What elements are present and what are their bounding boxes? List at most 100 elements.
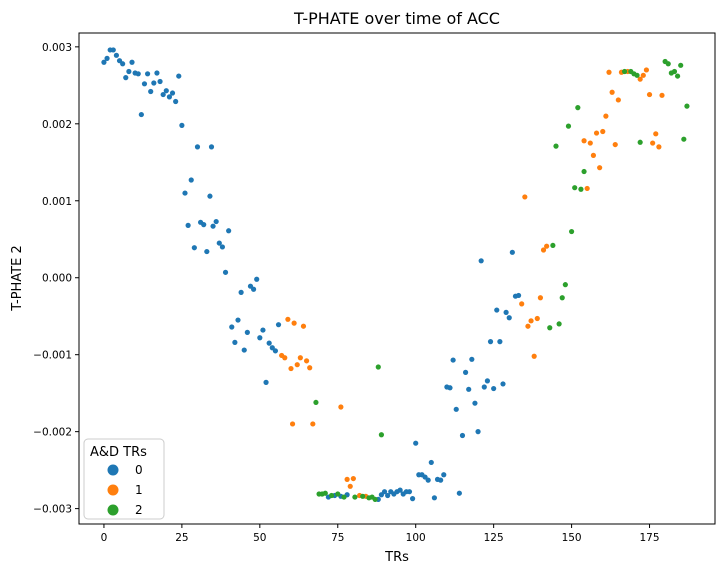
data-point-series-1: [347, 483, 353, 489]
data-point-series-0: [438, 477, 444, 483]
data-point-series-1: [297, 355, 303, 361]
data-point-series-0: [226, 228, 232, 234]
data-point-series-2: [378, 432, 385, 438]
data-point-series-2: [665, 61, 671, 67]
data-point-series-0: [201, 222, 207, 228]
x-tick-label: 125: [484, 532, 504, 544]
data-point-series-1: [656, 144, 662, 150]
data-point-series-0: [484, 378, 491, 384]
data-point-series-0: [104, 55, 110, 61]
data-point-series-2: [553, 143, 559, 149]
data-point-series-2: [581, 168, 587, 175]
data-point-series-0: [135, 71, 141, 77]
data-point-series-1: [606, 69, 612, 75]
data-point-series-2: [621, 68, 628, 75]
y-tick-label: 0.000: [42, 273, 72, 285]
data-point-series-1: [310, 421, 316, 427]
data-point-series-0: [447, 385, 453, 391]
data-point-series-0: [179, 122, 185, 128]
data-point-series-0: [110, 47, 116, 53]
data-point-series-1: [528, 318, 534, 324]
data-point-series-0: [191, 245, 197, 251]
data-point-series-2: [681, 136, 687, 142]
data-point-series-0: [176, 73, 182, 79]
data-point-series-0: [466, 386, 472, 392]
data-point-series-2: [335, 491, 341, 497]
data-point-series-0: [138, 111, 144, 118]
data-point-series-1: [294, 362, 300, 368]
x-tick-label: 25: [175, 532, 188, 544]
data-point-series-0: [441, 472, 447, 478]
data-point-series-0: [406, 489, 413, 495]
data-point-series-0: [241, 347, 247, 353]
data-point-series-0: [506, 315, 512, 321]
data-point-series-1: [338, 404, 344, 410]
data-point-series-1: [519, 301, 525, 307]
data-point-series-1: [540, 247, 547, 253]
data-point-series-0: [257, 335, 263, 341]
data-point-series-1: [659, 92, 665, 98]
data-point-series-2: [562, 282, 568, 288]
data-point-series-0: [260, 327, 266, 333]
data-point-series-0: [397, 487, 403, 493]
data-point-series-1: [288, 365, 294, 372]
data-point-series-0: [144, 71, 151, 77]
legend-label: 1: [135, 483, 143, 497]
data-point-series-0: [232, 339, 238, 345]
data-point-series-1: [531, 353, 537, 359]
data-point-series-0: [462, 369, 469, 375]
plot-frame: [78, 32, 716, 525]
data-point-series-2: [375, 364, 381, 370]
data-point-series-0: [509, 249, 515, 255]
data-point-series-0: [208, 144, 215, 150]
data-point-series-0: [235, 317, 241, 323]
data-point-series-0: [413, 440, 419, 446]
data-point-series-2: [578, 186, 584, 192]
data-point-series-0: [216, 240, 222, 246]
data-point-series-0: [129, 59, 135, 65]
data-point-series-0: [204, 248, 210, 255]
data-point-series-1: [637, 76, 643, 82]
data-point-series-1: [650, 140, 656, 146]
data-point-series-2: [671, 68, 678, 75]
data-point-series-1: [615, 97, 621, 103]
data-point-series-1: [300, 323, 307, 329]
data-point-series-0: [244, 329, 250, 335]
data-point-series-2: [684, 103, 690, 109]
x-tick-label: 150: [562, 532, 582, 544]
data-point-series-1: [603, 113, 609, 119]
data-point-series-0: [409, 496, 416, 502]
x-tick-label: 50: [253, 532, 266, 544]
legend-items: 0 1 2: [107, 463, 143, 517]
legend: A&D TRs 0 1 2: [83, 438, 165, 520]
y-tick-label: −0.002: [33, 427, 72, 439]
data-point-series-1: [291, 320, 297, 326]
points-layer: [101, 47, 690, 502]
data-point-series-0: [500, 381, 506, 387]
legend-label: 2: [135, 503, 143, 517]
y-tick-label: −0.003: [33, 504, 72, 516]
legend-marker: [107, 484, 119, 496]
x-tick-label: 100: [406, 532, 426, 544]
data-point-series-0: [475, 429, 481, 435]
x-axis-label: TRs: [384, 550, 409, 565]
data-point-series-2: [352, 494, 358, 500]
data-point-series-1: [646, 91, 653, 98]
data-point-series-0: [494, 307, 500, 313]
data-point-series-2: [547, 325, 553, 331]
data-point-series-2: [372, 496, 378, 502]
y-tick-label: 0.001: [42, 196, 72, 208]
data-point-series-0: [151, 80, 157, 86]
data-point-series-2: [360, 493, 366, 499]
data-point-series-0: [160, 91, 166, 98]
data-point-series-0: [515, 292, 522, 299]
legend-marker: [107, 464, 119, 476]
legend-title: A&D TRs: [90, 445, 147, 460]
x-tick-label: 175: [640, 532, 660, 544]
data-point-series-0: [478, 258, 484, 264]
data-point-series-0: [385, 492, 391, 499]
data-point-series-2: [559, 295, 565, 301]
data-point-series-0: [101, 59, 107, 65]
data-point-series-0: [381, 489, 388, 495]
data-point-series-0: [154, 70, 160, 76]
